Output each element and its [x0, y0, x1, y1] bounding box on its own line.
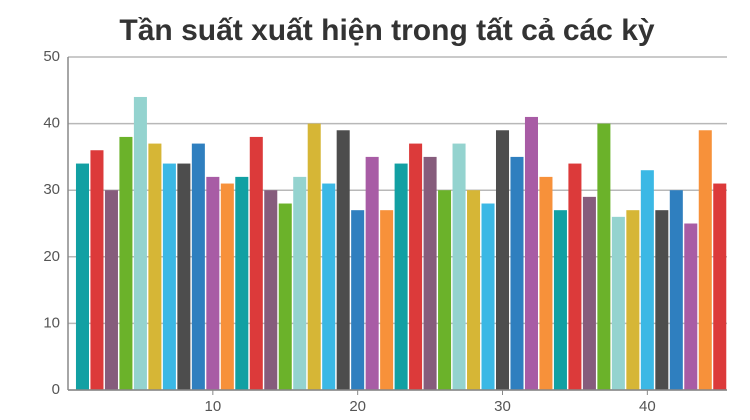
bar	[380, 210, 394, 390]
chart-title: Tần suất xuất hiện trong tất cả các kỳ	[119, 14, 654, 47]
bar	[394, 163, 408, 390]
bar	[206, 176, 220, 390]
bar	[582, 196, 596, 390]
bar	[307, 123, 321, 390]
bar	[278, 203, 292, 390]
bar	[119, 136, 133, 390]
bar	[409, 143, 423, 390]
bar	[191, 143, 205, 390]
bar	[235, 176, 249, 390]
bar	[495, 130, 510, 390]
bar	[264, 190, 278, 390]
bar	[351, 210, 365, 390]
bar	[177, 163, 191, 390]
bar	[669, 190, 683, 390]
x-tick-label: 40	[639, 398, 656, 415]
y-tick-label: 10	[43, 314, 60, 331]
bar	[452, 143, 466, 390]
bar	[293, 176, 307, 390]
bar	[467, 190, 481, 390]
bar	[322, 183, 336, 390]
bar	[510, 156, 524, 390]
bar	[626, 210, 640, 390]
bar	[684, 223, 698, 390]
bar	[365, 156, 379, 390]
bar	[220, 183, 234, 390]
bar	[336, 130, 350, 390]
bar	[713, 183, 727, 390]
bar	[249, 136, 263, 390]
bar	[423, 156, 437, 390]
bar	[438, 190, 452, 390]
y-tick-label: 40	[43, 115, 60, 132]
bar	[640, 170, 654, 390]
bar	[104, 190, 118, 390]
bar	[90, 150, 104, 390]
bar	[148, 143, 162, 390]
bar	[655, 210, 669, 390]
y-tick-label: 20	[43, 248, 60, 265]
bar	[133, 96, 147, 391]
y-tick-label: 0	[52, 381, 60, 398]
bar	[597, 123, 611, 390]
x-tick-label: 20	[349, 398, 366, 415]
bar	[481, 203, 495, 390]
y-tick-label: 30	[43, 181, 60, 198]
bar	[539, 176, 553, 390]
bar	[568, 163, 582, 390]
bar	[553, 210, 567, 390]
x-tick-label: 10	[204, 398, 221, 415]
bar	[698, 130, 712, 390]
y-tick-label: 50	[43, 48, 60, 65]
bar	[611, 216, 625, 390]
bar	[75, 163, 90, 390]
bar	[162, 163, 176, 390]
bar	[524, 116, 538, 390]
x-tick-label: 30	[494, 398, 511, 415]
